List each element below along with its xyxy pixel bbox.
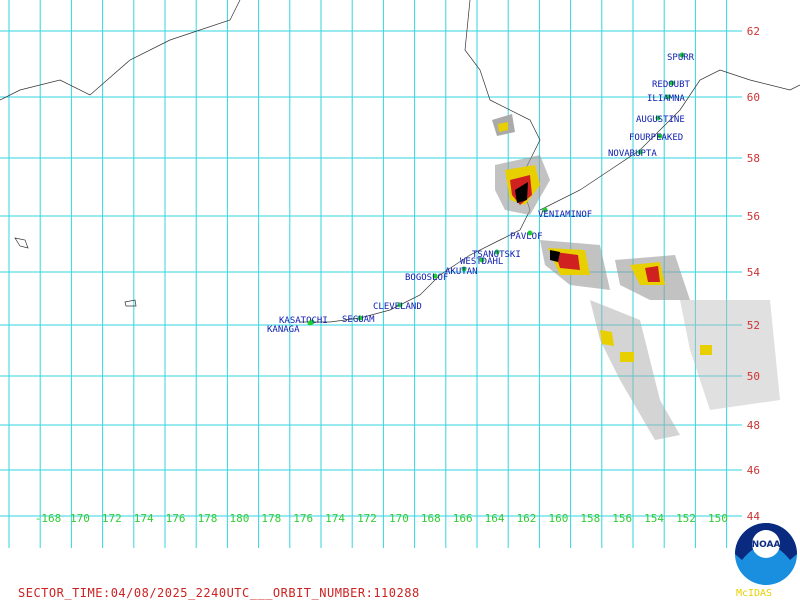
longitude-label: 158 — [580, 512, 600, 525]
volcano-marker — [357, 315, 363, 321]
longitude-label: 156 — [612, 512, 632, 525]
coastline — [0, 0, 241, 101]
latitude-label: 60 — [747, 91, 760, 104]
longitude-label: 160 — [548, 512, 568, 525]
volcano-label: AUGUSTINE — [636, 115, 685, 125]
volcano-label: KANAGA — [267, 325, 300, 335]
island — [124, 299, 137, 307]
volcano-marker — [479, 257, 485, 263]
volcano-marker — [655, 115, 661, 121]
volcano-label: NOVARUPTA — [608, 149, 657, 159]
ash-cloud — [700, 345, 712, 355]
volcano-label: PAVLOF — [510, 232, 543, 242]
latitude-label: 52 — [747, 319, 760, 332]
longitude-label: 164 — [485, 512, 505, 525]
longitude-label: 172 — [357, 512, 377, 525]
longitude-label: 166 — [453, 512, 473, 525]
volcano-label: WESTDAHL — [460, 257, 503, 267]
longitude-label: 152 — [676, 512, 696, 525]
longitude-label: 178 — [198, 512, 218, 525]
longitude-label: 176 — [166, 512, 186, 525]
volcano-marker — [679, 52, 685, 58]
coastline — [539, 69, 800, 211]
volcano-marker — [494, 249, 500, 255]
volcano-label: AKUTAN — [445, 267, 478, 277]
ash-cloud — [620, 352, 634, 362]
ash-cloud — [680, 300, 780, 410]
volcano-label: BOGOSLOF — [405, 273, 448, 283]
coastline — [300, 0, 541, 323]
ash-cloud — [498, 122, 508, 132]
volcano-label: REDOUBT — [652, 80, 691, 90]
longitude-label: 180 — [229, 512, 249, 525]
latitude-label: 58 — [747, 152, 760, 165]
noaa-logo: NOAA McIDAS — [735, 523, 797, 599]
latitude-label: 56 — [747, 210, 760, 223]
longitude-label: 176 — [293, 512, 313, 525]
volcano-marker — [432, 273, 438, 279]
volcano-marker — [542, 207, 548, 213]
labels: -168 170 172 174 176 178 180 178 176 174 172 170 168… — [35, 25, 761, 525]
volcano-label: SPURR — [667, 53, 695, 63]
volcano-label: VENIAMINOF — [538, 210, 592, 220]
coastlines — [0, 0, 800, 323]
volcano-label: SEGUAM — [342, 315, 375, 325]
ash-cloud — [590, 300, 680, 440]
volcano-marker — [657, 133, 663, 139]
latitude-label: 44 — [747, 510, 761, 523]
longitude-label: 178 — [261, 512, 281, 525]
longitude-label: 174 — [325, 512, 345, 525]
ash-cloud — [550, 250, 560, 262]
longitude-label: 172 — [102, 512, 122, 525]
logo-bird — [752, 530, 780, 558]
volcano-label: ILIAMNA — [647, 94, 686, 104]
longitude-label: 170 — [389, 512, 409, 525]
volcano-marker — [307, 320, 313, 326]
ash-cloud — [515, 182, 528, 203]
ash-detections — [492, 114, 780, 440]
latitude-label: 62 — [747, 25, 760, 38]
volcano-label: TSANOTSKI — [472, 250, 521, 260]
longitude-label: 170 — [70, 512, 90, 525]
longitude-label: 168 — [421, 512, 441, 525]
ash-cloud — [600, 330, 614, 346]
latitude-label: 54 — [747, 266, 761, 279]
ash-cloud — [555, 252, 580, 270]
latitude-label: 46 — [747, 464, 760, 477]
logo-software: McIDAS — [736, 588, 772, 599]
volcano-label: CLEVELAND — [373, 302, 422, 312]
latitude-label: 50 — [747, 370, 760, 383]
latitude-label: 48 — [747, 419, 760, 432]
volcano-label: KASATOCHI — [279, 316, 328, 326]
ash-cloud — [645, 266, 660, 282]
longitude-label: 154 — [644, 512, 664, 525]
footer: SECTOR_TIME:04/08/2025_2240UTC___ORBIT_N… — [18, 586, 420, 600]
volcano-marker — [669, 80, 675, 86]
volcano-marker — [665, 94, 671, 100]
longitude-label: -168 — [35, 512, 62, 525]
island — [14, 237, 29, 249]
volcano-marker — [461, 266, 467, 272]
volcano-marker — [527, 230, 533, 236]
longitude-label: 162 — [517, 512, 537, 525]
logo-name: NOAA — [752, 540, 781, 550]
volcano-label: FOURPEAKED — [629, 133, 683, 143]
longitude-label: 150 — [708, 512, 728, 525]
volcano-marker — [637, 149, 643, 155]
longitude-label: 174 — [134, 512, 154, 525]
volcano-marker — [397, 302, 403, 308]
